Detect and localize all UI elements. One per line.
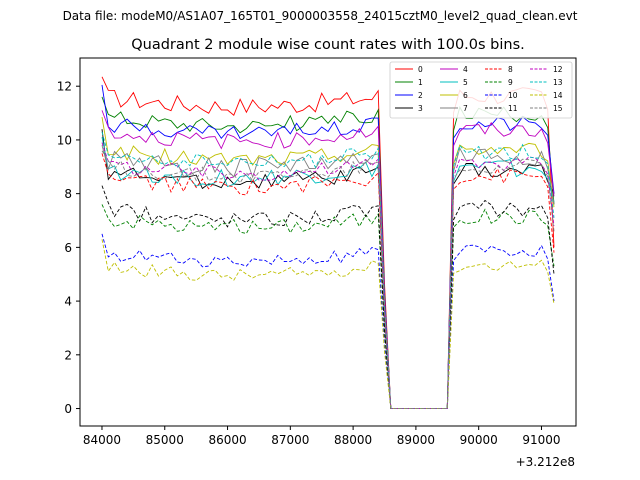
series-line-2	[101, 84, 555, 409]
series-line-11	[101, 185, 555, 409]
legend-label-12: 12	[553, 65, 563, 74]
x-tick-label: 90000	[460, 433, 498, 447]
x-tick-label: 91000	[522, 433, 560, 447]
legend-label-5: 5	[463, 78, 468, 87]
x-tick-label: 85000	[146, 433, 184, 447]
plot-area	[79, 57, 577, 427]
series-line-13	[101, 131, 555, 409]
legend-box	[389, 61, 573, 119]
series-line-8	[101, 153, 555, 409]
legend-label-8: 8	[508, 65, 513, 74]
x-tick-label: 86000	[208, 433, 246, 447]
legend-label-9: 9	[508, 78, 513, 87]
y-axis: 0 2 4 6 8 10 12	[57, 80, 80, 416]
y-tick-label: 0	[64, 402, 72, 416]
x-tick-label: 88000	[334, 433, 372, 447]
x-tick-label: 89000	[397, 433, 435, 447]
x-tick-label: 84000	[83, 433, 121, 447]
legend-label-2: 2	[418, 91, 423, 100]
legend-label-4: 4	[463, 65, 468, 74]
y-tick-label: 8	[64, 187, 72, 201]
series-line-7	[101, 145, 555, 409]
chart-suptitle: Data file: modeM0/AS1A07_165T01_90000035…	[63, 9, 578, 23]
legend-label-7: 7	[463, 104, 468, 113]
series-line-6	[101, 117, 555, 409]
chart-title: Quadrant 2 module wise count rates with …	[131, 37, 525, 53]
x-offset-label: +3.212e8	[516, 455, 575, 469]
legend-label-10: 10	[508, 91, 518, 100]
series-line-3	[101, 129, 555, 409]
legend-label-1: 1	[418, 78, 423, 87]
y-tick-label: 12	[57, 80, 72, 94]
y-tick-label: 6	[64, 241, 72, 255]
x-tick-label: 87000	[271, 433, 309, 447]
legend-label-6: 6	[463, 91, 468, 100]
y-tick-label: 2	[64, 348, 72, 362]
series-line-9	[101, 204, 555, 409]
legend-label-15: 15	[553, 104, 563, 113]
y-tick-label: 10	[57, 133, 72, 147]
legend-label-13: 13	[553, 78, 563, 87]
series-line-15	[101, 150, 555, 409]
series-line-1	[101, 96, 555, 409]
legend-label-3: 3	[418, 104, 423, 113]
legend-label-14: 14	[553, 91, 563, 100]
axes-frame	[79, 57, 577, 427]
series-line-4	[101, 110, 555, 409]
series-line-10	[101, 233, 555, 409]
legend-label-0: 0	[418, 65, 423, 74]
series-line-14	[101, 239, 555, 409]
x-axis: 84000 85000 86000 87000 88000 89000 90000 91000	[83, 426, 561, 447]
series-line-12	[101, 142, 555, 409]
legend-label-11: 11	[508, 104, 518, 113]
y-tick-label: 4	[64, 295, 72, 309]
